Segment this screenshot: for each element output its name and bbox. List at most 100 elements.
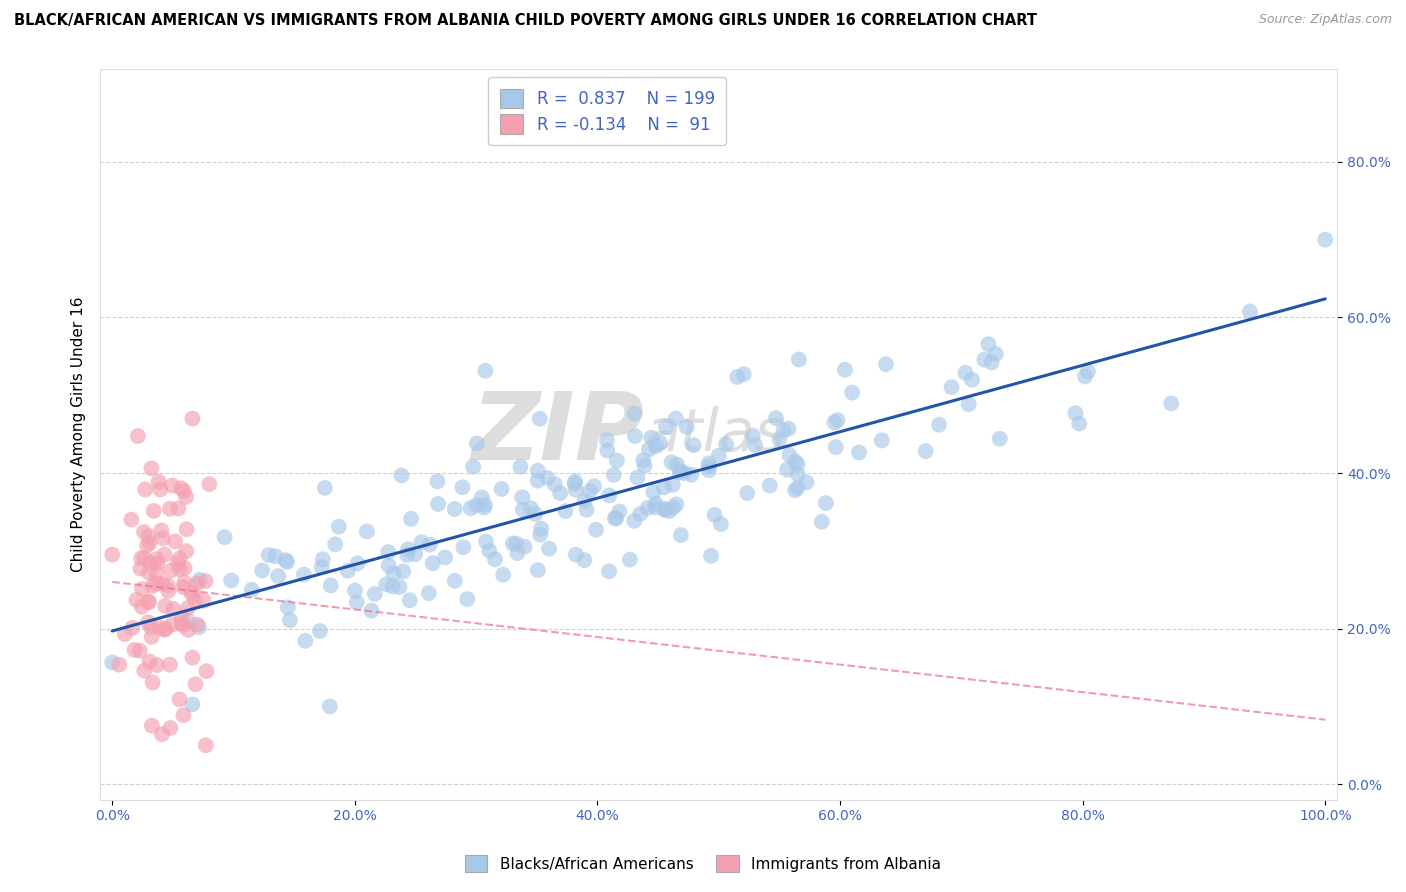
Point — [564, 475, 586, 489]
Point — [564, 483, 586, 497]
Point — [744, 438, 766, 452]
Point — [444, 574, 467, 588]
Point — [132, 524, 155, 539]
Point — [530, 522, 553, 536]
Point — [1315, 233, 1337, 247]
Point — [603, 511, 626, 525]
Point — [120, 513, 142, 527]
Point — [319, 578, 342, 592]
Point — [336, 564, 359, 578]
Point — [538, 541, 561, 556]
Point — [194, 739, 217, 753]
Point — [875, 357, 897, 371]
Point — [474, 498, 496, 512]
Y-axis label: Child Poverty Among Girls Under 16: Child Poverty Among Girls Under 16 — [72, 296, 86, 572]
Point — [181, 411, 204, 425]
Point — [703, 508, 725, 522]
Point — [194, 574, 217, 588]
Point — [456, 592, 478, 607]
Point — [138, 595, 160, 609]
Point — [472, 500, 495, 515]
Point — [382, 566, 405, 581]
Point — [526, 474, 548, 488]
Point — [758, 478, 780, 492]
Point — [955, 366, 977, 380]
Point — [787, 352, 810, 367]
Point — [633, 453, 655, 467]
Point — [129, 561, 152, 575]
Point — [129, 551, 152, 566]
Point — [741, 429, 763, 443]
Point — [655, 420, 678, 434]
Point — [714, 437, 737, 451]
Point — [172, 708, 194, 723]
Point — [529, 527, 551, 541]
Point — [114, 627, 136, 641]
Point — [465, 498, 488, 512]
Point — [669, 464, 692, 478]
Legend: R =  0.837    N = 199, R = -0.134    N =  91: R = 0.837 N = 199, R = -0.134 N = 91 — [488, 77, 727, 145]
Point — [575, 502, 598, 516]
Point — [824, 440, 846, 454]
Point — [153, 623, 176, 637]
Point — [160, 617, 183, 632]
Point — [527, 464, 550, 478]
Point — [603, 467, 626, 482]
Point — [181, 588, 204, 602]
Point — [149, 483, 172, 497]
Point — [565, 548, 588, 562]
Point — [484, 552, 506, 566]
Point — [1160, 396, 1182, 410]
Point — [153, 548, 176, 562]
Point — [765, 411, 787, 425]
Point — [134, 550, 156, 565]
Point — [506, 546, 529, 560]
Point — [142, 504, 165, 518]
Point — [988, 432, 1011, 446]
Point — [465, 436, 488, 450]
Point — [697, 457, 720, 471]
Point — [977, 337, 1000, 351]
Point — [181, 650, 204, 665]
Point — [638, 442, 661, 457]
Point — [536, 471, 558, 485]
Point — [697, 463, 720, 477]
Point — [492, 567, 515, 582]
Point — [141, 719, 163, 733]
Point — [146, 557, 169, 571]
Point — [661, 455, 683, 469]
Point — [139, 620, 162, 634]
Point — [274, 553, 297, 567]
Point — [681, 467, 703, 482]
Point — [173, 484, 195, 499]
Point — [583, 479, 606, 493]
Point — [823, 416, 845, 430]
Point — [136, 615, 159, 630]
Point — [870, 434, 893, 448]
Point — [596, 434, 619, 448]
Point — [980, 355, 1002, 369]
Point — [157, 583, 180, 598]
Point — [131, 582, 153, 596]
Point — [250, 563, 273, 577]
Point — [654, 502, 676, 516]
Point — [710, 517, 733, 532]
Point — [619, 552, 641, 566]
Point — [169, 562, 191, 576]
Point — [148, 475, 170, 489]
Point — [768, 432, 790, 446]
Point — [319, 699, 342, 714]
Point — [626, 470, 648, 484]
Point — [131, 599, 153, 614]
Point — [276, 555, 298, 569]
Point — [176, 522, 198, 536]
Point — [733, 368, 755, 382]
Point — [343, 583, 366, 598]
Point — [776, 462, 799, 476]
Point — [984, 347, 1007, 361]
Point — [478, 543, 501, 558]
Point — [141, 461, 163, 475]
Point — [644, 497, 666, 511]
Point — [785, 454, 807, 468]
Point — [177, 623, 200, 637]
